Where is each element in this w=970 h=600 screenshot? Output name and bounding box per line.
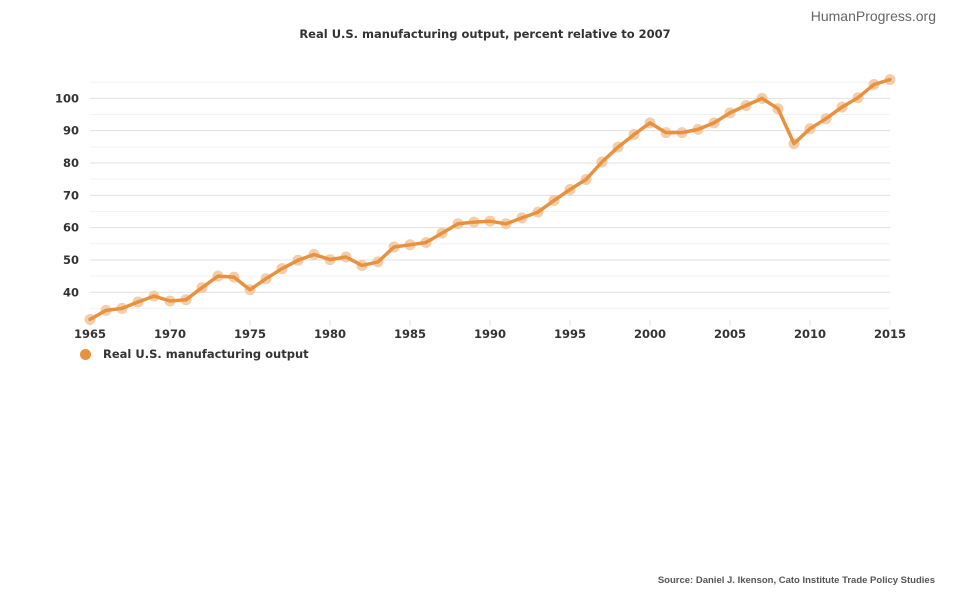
x-tick-label: 1995 xyxy=(554,327,586,341)
x-tick-label: 1970 xyxy=(154,327,186,341)
y-axis-ticks: 40 50 60 70 80 90 100 xyxy=(55,91,79,299)
y-tick-label: 60 xyxy=(63,221,79,235)
y-tick-label: 50 xyxy=(63,253,79,267)
x-tick-label: 1965 xyxy=(74,327,106,341)
x-tick-label: 1990 xyxy=(474,327,506,341)
y-tick-label: 70 xyxy=(63,188,79,202)
x-tick-label: 2005 xyxy=(714,327,746,341)
y-tick-label: 80 xyxy=(63,156,79,170)
legend[interactable]: Real U.S. manufacturing output xyxy=(80,347,309,361)
x-tick-label: 2000 xyxy=(634,327,666,341)
legend-marker-icon xyxy=(80,348,91,360)
y-tick-label: 90 xyxy=(63,124,79,138)
x-tick-label: 1985 xyxy=(394,327,426,341)
x-tick-label: 1975 xyxy=(234,327,266,341)
x-tick-label: 2015 xyxy=(874,327,906,341)
legend-label: Real U.S. manufacturing output xyxy=(103,347,309,361)
gridlines xyxy=(90,81,890,309)
y-tick-label: 100 xyxy=(55,91,79,105)
brand-watermark[interactable]: HumanProgress.org xyxy=(810,8,936,24)
x-tick-label: 1980 xyxy=(314,327,346,341)
series-line xyxy=(88,77,892,322)
series-real-us-manufacturing-output xyxy=(84,74,896,325)
source-note: Source: Daniel J. Ikenson, Cato Institut… xyxy=(657,575,935,586)
chart-title: Real U.S. manufacturing output, percent … xyxy=(299,27,671,41)
y-tick-label: 40 xyxy=(63,285,79,299)
x-axis-ticks: 1965 1970 1975 1980 1985 1990 1995 2000 2005 2010… xyxy=(74,320,906,341)
x-tick-label: 2010 xyxy=(794,327,826,341)
